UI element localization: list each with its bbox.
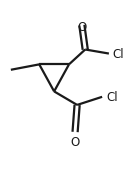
Text: O: O: [71, 136, 80, 149]
Text: Cl: Cl: [106, 91, 118, 104]
Text: Cl: Cl: [112, 48, 124, 61]
Text: O: O: [77, 21, 87, 34]
